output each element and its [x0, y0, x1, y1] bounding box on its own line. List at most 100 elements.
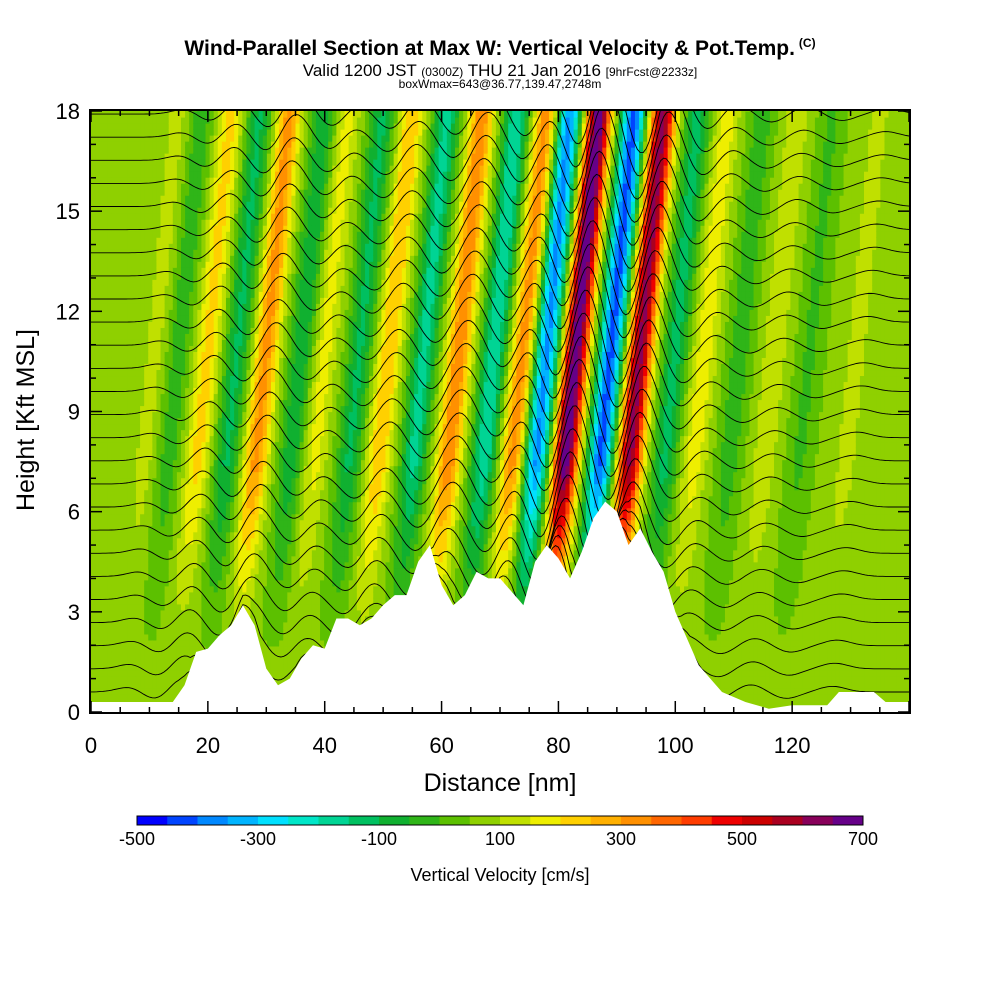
field-cell: [193, 399, 198, 407]
field-cell: [164, 189, 170, 196]
field-cell: [152, 213, 158, 220]
field-cell: [135, 273, 141, 280]
field-cell: [91, 255, 96, 262]
field-cell: [127, 255, 133, 262]
field-cell: [258, 195, 264, 202]
field-cell: [287, 435, 293, 443]
field-cell: [168, 549, 174, 557]
field-cell: [119, 267, 125, 274]
field-cell: [172, 387, 178, 395]
field-cell: [275, 405, 280, 413]
field-cell: [238, 501, 243, 509]
field-cell: [193, 513, 198, 521]
field-cell: [103, 651, 108, 659]
field-cell: [99, 201, 104, 208]
field-cell: [213, 327, 219, 334]
field-cell: [266, 639, 272, 647]
field-cell: [279, 513, 284, 521]
field-cell: [221, 273, 227, 280]
field-cell: [135, 543, 141, 551]
field-cell: [279, 435, 284, 443]
field-cell: [152, 483, 158, 491]
field-cell: [168, 357, 174, 365]
field-cell: [103, 261, 108, 268]
field-cell: [180, 213, 186, 220]
field-cell: [103, 681, 108, 689]
field-cell: [135, 579, 141, 587]
field-cell: [217, 273, 223, 280]
field-cell: [91, 153, 96, 160]
field-cell: [156, 219, 162, 226]
field-cell: [238, 603, 243, 611]
field-cell: [99, 153, 104, 160]
field-cell: [144, 333, 149, 340]
field-cell: [205, 327, 211, 334]
field-cell: [172, 261, 178, 268]
field-cell: [103, 423, 108, 431]
field-cell: [209, 597, 215, 605]
field-cell: [144, 681, 149, 689]
field-cell: [119, 213, 125, 220]
field-cell: [123, 273, 129, 280]
field-cell: [99, 297, 104, 304]
field-cell: [99, 519, 104, 527]
field-cell: [103, 369, 108, 377]
field-cell: [164, 129, 170, 136]
field-cell: [283, 147, 288, 154]
field-cell: [172, 225, 178, 232]
field-cell: [127, 573, 133, 581]
field-cell: [225, 387, 231, 395]
field-cell: [91, 423, 96, 431]
field-cell: [221, 435, 227, 443]
field-cell: [127, 393, 133, 401]
field-cell: [160, 489, 166, 497]
field-cell: [103, 633, 108, 641]
field-cell: [266, 429, 272, 437]
field-cell: [205, 135, 211, 142]
field-cell: [156, 279, 162, 286]
field-cell: [213, 543, 219, 551]
field-cell: [283, 327, 288, 334]
field-cell: [230, 273, 235, 280]
field-cell: [197, 225, 203, 232]
field-cell: [119, 147, 125, 154]
field-cell: [209, 621, 215, 629]
field-cell: [160, 327, 166, 334]
field-cell: [135, 411, 141, 419]
field-cell: [279, 567, 284, 575]
field-cell: [95, 135, 100, 142]
field-cell: [193, 537, 198, 545]
field-cell: [172, 267, 178, 274]
field-cell: [123, 267, 129, 274]
field-cell: [275, 465, 280, 473]
field-cell: [258, 513, 264, 521]
field-cell: [107, 633, 113, 641]
field-cell: [279, 327, 284, 334]
field-cell: [115, 387, 121, 395]
field-cell: [160, 525, 166, 533]
field-cell: [180, 159, 186, 166]
field-cell: [144, 549, 149, 557]
field-cell: [258, 639, 264, 647]
field-cell: [111, 441, 117, 449]
field-cell: [140, 345, 145, 352]
field-cell: [234, 207, 239, 214]
field-cell: [180, 111, 186, 118]
field-cell: [279, 231, 284, 238]
field-cell: [152, 327, 158, 334]
field-cell: [287, 195, 293, 202]
field-cell: [246, 567, 252, 575]
field-cell: [99, 525, 104, 533]
field-cell: [144, 495, 149, 503]
field-cell: [144, 381, 149, 389]
field-cell: [164, 627, 170, 635]
field-cell: [254, 411, 260, 419]
field-cell: [283, 249, 288, 256]
field-cell: [197, 243, 203, 250]
field-cell: [258, 489, 264, 497]
field-cell: [91, 513, 96, 521]
field-cell: [172, 447, 178, 455]
field-cell: [254, 315, 260, 322]
field-cell: [111, 213, 117, 220]
field-cell: [205, 567, 211, 575]
